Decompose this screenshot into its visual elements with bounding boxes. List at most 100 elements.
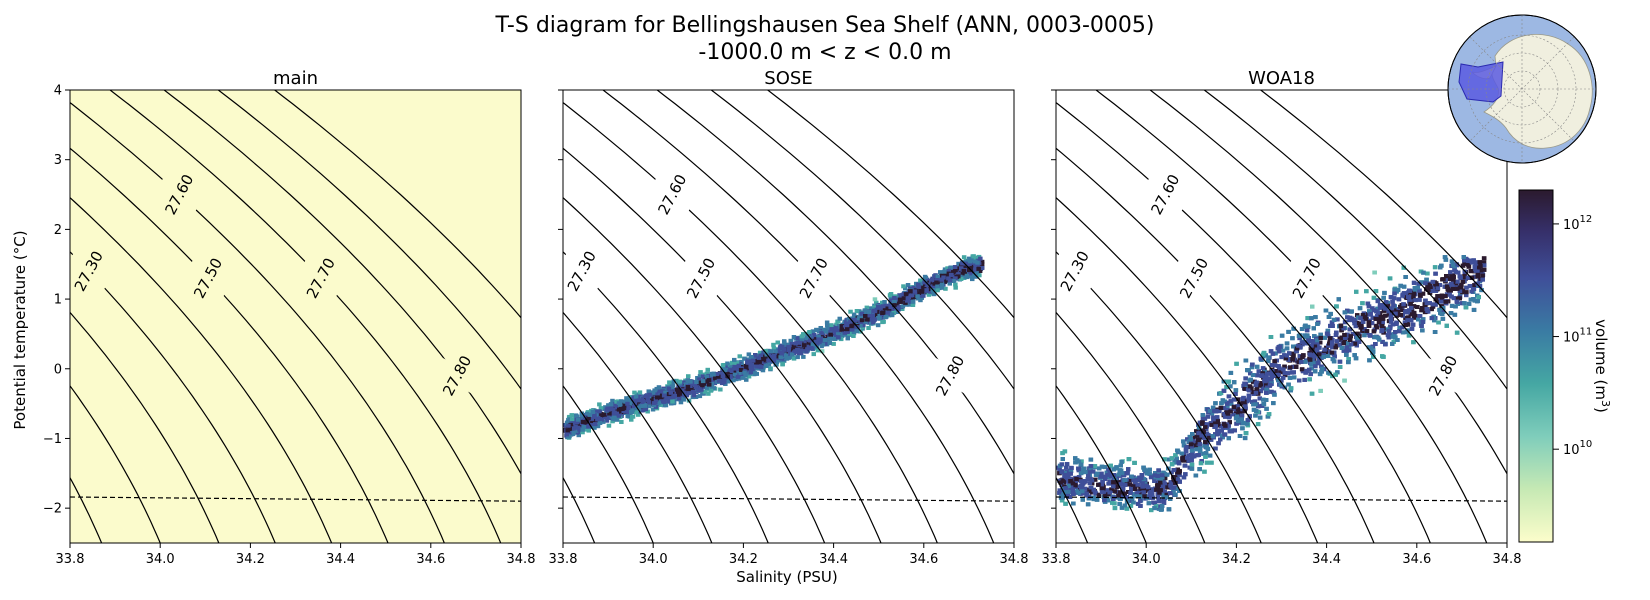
ts-bin (686, 387, 691, 392)
ts-bin (592, 414, 597, 419)
ts-bin (866, 310, 871, 314)
ts-bin (732, 357, 737, 362)
ts-bin (598, 406, 604, 411)
x-tick-label: 33.8 (56, 552, 85, 567)
ts-bin (946, 271, 951, 276)
ts-bin (951, 279, 956, 283)
ts-bin (650, 407, 656, 412)
ts-bin (960, 261, 965, 266)
ts-bin (1066, 472, 1071, 477)
ts-bin (1315, 322, 1320, 326)
ts-bin (877, 313, 882, 318)
ts-bin (961, 255, 967, 260)
ts-bin (637, 394, 642, 399)
ts-bin (576, 433, 581, 438)
ts-bin (749, 362, 755, 367)
ts-bin (908, 293, 914, 298)
ts-bin (597, 417, 603, 421)
density-contour (70, 250, 276, 543)
ts-bin (816, 337, 821, 342)
ts-bin (670, 399, 675, 404)
ts-bin (1092, 477, 1098, 482)
ts-bin (737, 354, 742, 359)
ts-bin (1425, 271, 1430, 276)
chart-title: T-S diagram for Bellingshausen Sea Shelf… (495, 13, 1155, 38)
ts-bin (632, 390, 637, 395)
ts-bin (903, 292, 909, 297)
ts-bin (633, 394, 639, 399)
ts-bin (962, 271, 967, 276)
ts-bin (1284, 346, 1290, 351)
ts-bin (816, 329, 822, 334)
ts-bin (773, 362, 778, 367)
ts-bin (730, 360, 735, 365)
ts-bin (677, 391, 683, 396)
ts-bin (1286, 329, 1291, 334)
ts-bin (945, 266, 950, 271)
ts-bin (831, 341, 836, 346)
ts-bin (819, 349, 825, 354)
ts-bin (939, 285, 944, 290)
ts-bin (834, 326, 839, 331)
ts-bin (924, 288, 929, 293)
ts-bin (707, 382, 712, 387)
ts-bin (597, 420, 603, 425)
ts-bin (1407, 299, 1412, 304)
ts-bin (729, 369, 734, 374)
ts-bin (845, 336, 850, 341)
y-tick-label: 0 (54, 362, 62, 377)
ts-bin (701, 374, 706, 379)
ts-bin (580, 430, 585, 435)
ts-bin (938, 270, 943, 275)
ts-bin (1382, 290, 1387, 295)
ts-bin (806, 335, 812, 340)
ts-bin (887, 293, 893, 298)
ts-bin (856, 316, 862, 321)
ts-bin (681, 390, 687, 395)
ts-bin (693, 385, 699, 390)
ts-bin (768, 349, 774, 354)
ts-bin (900, 294, 905, 298)
y-tick-label: 2 (54, 223, 62, 238)
ts-bin (623, 399, 628, 404)
ts-bin (948, 265, 953, 270)
ts-bin (935, 288, 940, 293)
ts-bin (1453, 304, 1458, 309)
ts-bin (720, 374, 726, 379)
ts-bin (916, 284, 922, 289)
ts-bin (782, 339, 787, 344)
ts-bin (1209, 460, 1214, 465)
ts-bin (805, 340, 810, 345)
ts-bin (705, 367, 710, 372)
ts-bin (880, 310, 886, 315)
ts-bin (601, 419, 606, 424)
ts-bin (866, 326, 871, 330)
ts-bin (852, 318, 858, 323)
ts-bin (651, 403, 657, 408)
ts-bin (918, 281, 923, 286)
ts-bin (660, 389, 665, 394)
ts-bin (742, 370, 747, 375)
ts-bin (640, 404, 645, 409)
ts-bin (1187, 434, 1193, 439)
ts-bin (667, 394, 672, 399)
ts-bin (722, 368, 728, 373)
ts-bin (564, 432, 569, 437)
y-tick-label: 1 (54, 293, 62, 308)
ts-bin (1255, 373, 1260, 378)
ts-bin (889, 312, 895, 317)
ts-bin (766, 348, 771, 353)
ts-bin (829, 327, 834, 332)
ts-bin (704, 385, 710, 390)
ts-bin (1381, 295, 1386, 300)
ts-bin (1161, 501, 1167, 505)
ts-bin (702, 389, 708, 394)
ts-bin (921, 287, 927, 291)
ts-bin (742, 356, 747, 361)
ts-bin (653, 397, 659, 402)
ts-bin (646, 404, 652, 409)
ts-bin (789, 341, 795, 346)
ts-bin (706, 391, 711, 396)
